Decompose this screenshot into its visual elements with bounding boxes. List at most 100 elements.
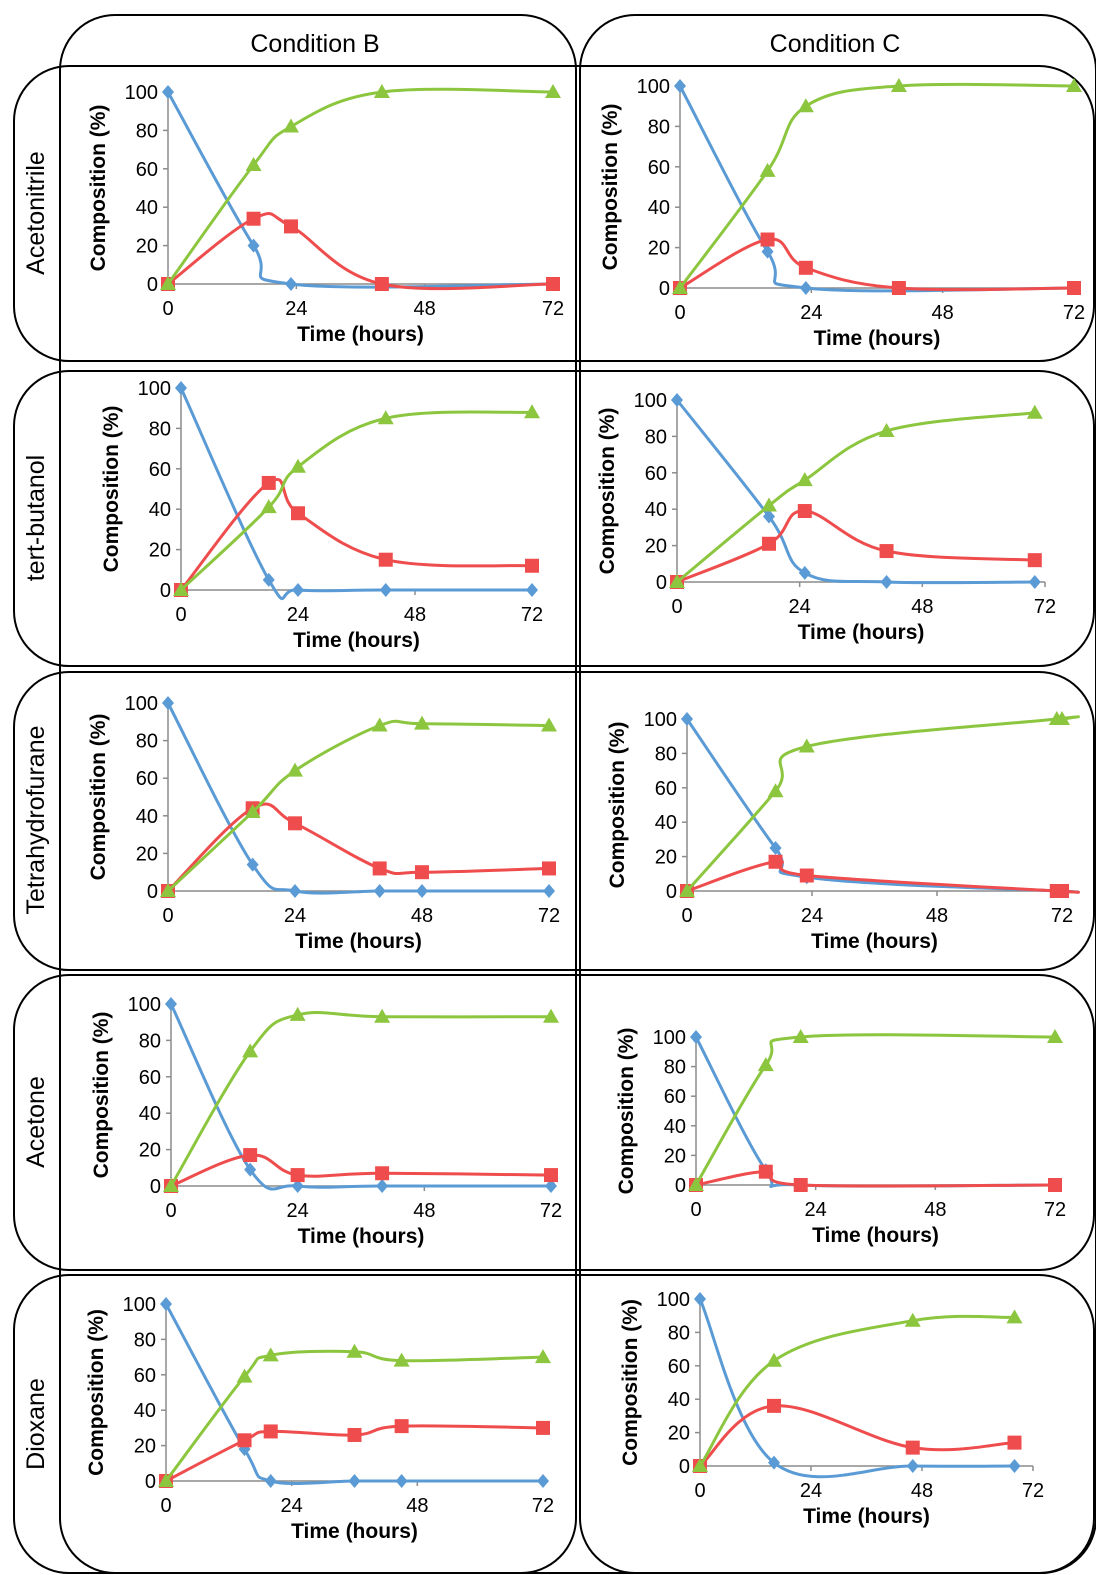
data-point-diamond [379,583,392,597]
series-line-square [686,859,1080,894]
data-point-diamond [247,238,260,253]
data-point-triangle [1066,78,1082,92]
data-point-square [1067,281,1081,295]
data-point-diamond [244,1162,257,1177]
y-tick-label: 80 [655,743,677,765]
data-point-square [798,260,813,275]
data-point-triangle [535,1349,551,1364]
x-tick-label: 72 [1051,905,1073,927]
y-tick-label: 0 [656,572,667,594]
data-point-square [758,1164,773,1179]
data-point-square [525,558,539,573]
data-point-diamond [175,381,187,395]
row-frame-dioxane [13,1274,1095,1574]
x-tick-label: 72 [1022,1480,1044,1502]
y-tick-label: 60 [149,459,171,481]
series-line-square [679,237,1075,292]
data-point-square [291,506,305,521]
data-point-triangle [796,472,813,487]
y-tick-label: 40 [139,1103,161,1125]
y-tick-label: 40 [136,806,158,828]
series-line-triangle [678,82,1075,289]
y-tick-label: 0 [659,278,670,300]
data-point-diamond [1008,1459,1021,1473]
data-point-square [760,232,775,247]
y-tick-label: 100 [637,76,670,98]
data-point-triangle [688,1177,704,1191]
x-tick-label: 0 [165,1200,176,1222]
data-point-diamond [162,85,174,99]
x-tick-label: 0 [671,596,682,618]
data-point-diamond [262,572,275,587]
x-tick-label: 24 [284,905,306,927]
data-point-diamond [880,575,893,589]
x-tick-label: 72 [521,604,543,626]
series-line-triangle [166,719,550,893]
data-point-triangle [767,783,784,798]
column-header-condition-b: Condition B [250,30,379,58]
y-tick-label: 40 [136,197,158,219]
data-point-triangle [236,1368,253,1383]
x-tick-label: 24 [800,1480,822,1502]
data-point-diamond [373,884,386,898]
data-point-diamond [543,884,555,898]
series-line-diamond [164,1303,543,1486]
data-point-triangle [797,98,814,113]
y-tick-label: 100 [128,994,161,1016]
data-point-square [1048,1178,1062,1192]
x-tick-label: 72 [540,1200,562,1222]
y-tick-label: 100 [644,709,677,731]
y-axis-title: Composition (%) [87,714,110,881]
y-tick-label: 100 [138,378,171,400]
chart-tert-butanol-c: 0 20 40 60 80 100 0 24 48 72 Time (hours) Compositi… [596,390,1056,644]
y-tick-label: 20 [136,843,158,865]
data-point-square [372,861,387,876]
data-point-diamond [545,1179,557,1193]
data-point-triangle [759,162,776,177]
data-point-triangle [679,883,695,897]
y-tick-label: 20 [655,847,677,869]
data-point-triangle [371,717,388,732]
data-point-triangle [761,497,777,512]
column-header-condition-c: Condition C [770,30,901,58]
y-tick-label: 40 [149,499,171,521]
data-point-triangle [262,1347,279,1362]
series-line-triangle [166,87,554,285]
data-point-diamond [694,1292,706,1306]
y-tick-label: 0 [147,881,158,903]
y-tick-label: 100 [634,390,667,412]
series-line-square [179,477,533,591]
y-axis-title: Composition (%) [606,722,629,889]
data-point-diamond [162,696,174,710]
data-point-square [283,219,298,234]
data-point-triangle [163,1178,179,1192]
data-point-diamond [289,884,301,898]
series-line-triangle [694,1033,1056,1186]
data-point-square [374,277,389,291]
data-point-diamond [348,1474,361,1488]
data-point-square [290,1168,305,1183]
data-point-triangle [377,410,394,425]
y-tick-label: 80 [136,120,158,142]
y-tick-label: 40 [655,812,677,834]
x-tick-label: 0 [681,905,692,927]
y-tick-label: 60 [668,1356,690,1378]
data-point-diamond [264,1474,277,1488]
data-point-diamond [674,79,686,93]
x-tick-label: 24 [801,905,823,927]
data-point-triangle [904,1312,921,1327]
series-line-diamond [675,399,1035,585]
y-tick-label: 80 [149,418,171,440]
data-point-diamond [768,1455,780,1470]
data-point-triangle [692,1458,708,1472]
y-tick-label: 80 [668,1322,690,1344]
data-point-triangle [1054,711,1070,725]
data-point-triangle [1006,1309,1023,1324]
y-tick-label: 60 [136,159,158,181]
chart-thf-c: 0 20 40 60 80 100 0 24 48 72 Time (hours) Compositi… [606,709,1080,953]
y-axis-title: Composition (%) [87,105,110,272]
x-axis-title: Time (hours) [811,930,938,953]
y-tick-label: 0 [145,1471,156,1493]
data-point-triangle [890,78,907,92]
x-tick-label: 24 [805,1199,827,1221]
